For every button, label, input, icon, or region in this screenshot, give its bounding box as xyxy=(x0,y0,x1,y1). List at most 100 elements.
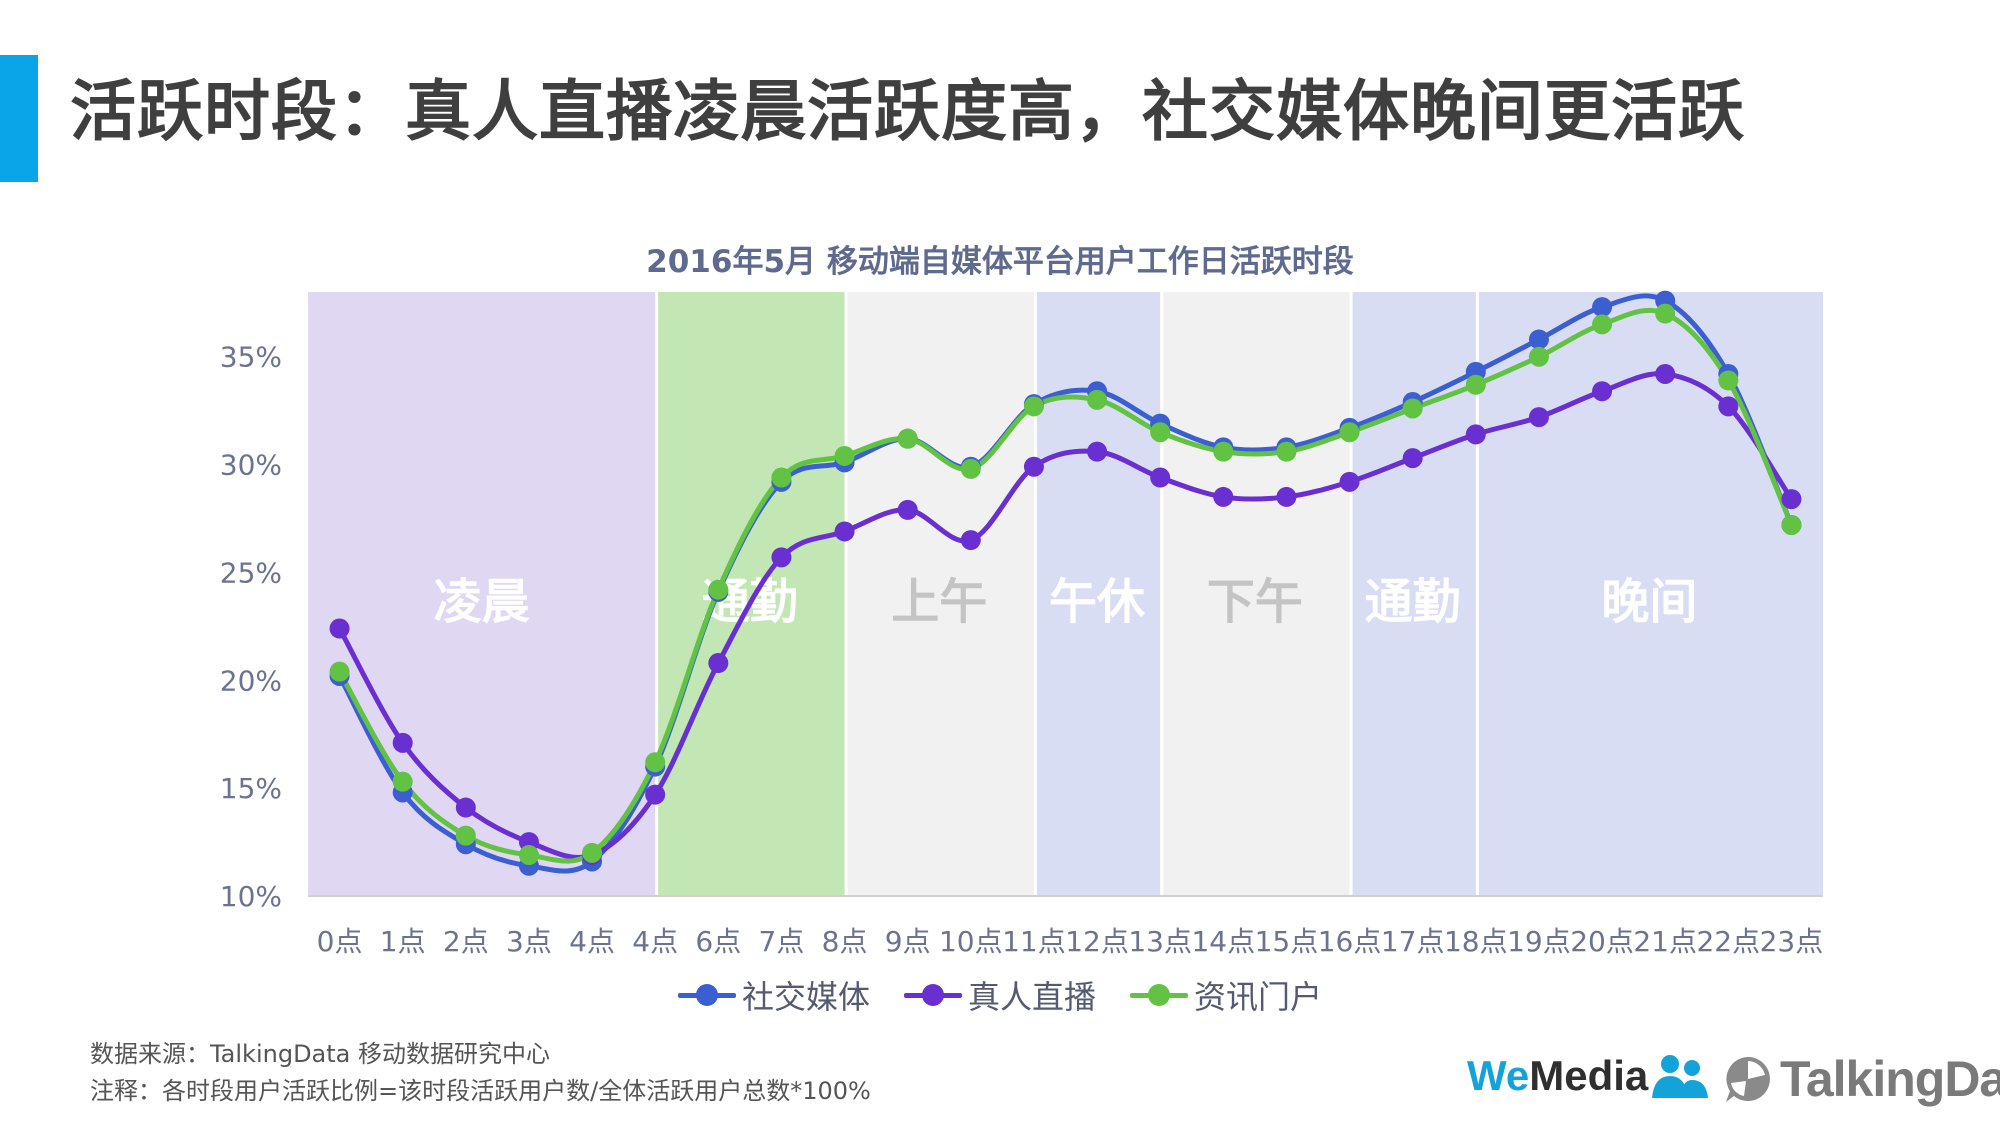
data-point-1 xyxy=(708,653,729,674)
data-point-2 xyxy=(1023,396,1044,417)
title-accent-bar xyxy=(0,55,38,182)
y-tick-label: 10% xyxy=(220,880,282,913)
data-point-2 xyxy=(960,458,981,479)
x-tick-label: 11点 xyxy=(1002,925,1066,958)
data-point-2 xyxy=(329,661,350,682)
data-point-2 xyxy=(1339,422,1360,443)
y-tick-label: 35% xyxy=(220,341,282,374)
y-tick-label: 25% xyxy=(220,556,282,589)
chart-legend: 社交媒体 真人直播 资讯门户 xyxy=(0,972,2000,1018)
y-tick-label: 30% xyxy=(220,449,282,482)
data-point-2 xyxy=(518,845,539,866)
data-point-1 xyxy=(1781,489,1802,510)
period-label: 凌晨 xyxy=(434,574,530,630)
data-point-1 xyxy=(1655,363,1676,384)
x-tick-label: 19点 xyxy=(1507,925,1571,958)
legend-swatch-news xyxy=(1130,982,1188,1008)
period-label: 下午 xyxy=(1207,574,1303,630)
data-point-2 xyxy=(1087,389,1108,410)
data-point-2 xyxy=(1528,346,1549,367)
data-point-2 xyxy=(1655,303,1676,324)
data-point-2 xyxy=(1213,441,1234,462)
data-point-2 xyxy=(1276,441,1297,462)
x-tick-label: 13点 xyxy=(1128,925,1192,958)
period-label: 晚间 xyxy=(1601,574,1697,630)
data-point-2 xyxy=(1465,374,1486,395)
legend-item-social: 社交媒体 xyxy=(677,972,870,1018)
data-point-2 xyxy=(1718,370,1739,391)
data-point-2 xyxy=(771,467,792,488)
legend-swatch-live xyxy=(903,982,962,1008)
data-point-2 xyxy=(834,445,855,466)
data-point-1 xyxy=(1339,471,1360,492)
y-tick-label: 15% xyxy=(220,772,282,805)
data-point-1 xyxy=(834,521,855,542)
data-point-1 xyxy=(1465,424,1486,445)
data-point-1 xyxy=(897,499,918,520)
data-point-1 xyxy=(1087,441,1108,462)
x-tick-label: 1点 xyxy=(380,925,426,958)
x-tick-label: 8点 xyxy=(822,925,868,958)
x-tick-label: 12点 xyxy=(1065,925,1129,958)
x-tick-label: 22点 xyxy=(1696,925,1760,958)
legend-item-live: 真人直播 xyxy=(903,972,1096,1018)
data-point-1 xyxy=(1718,396,1739,417)
data-point-2 xyxy=(897,428,918,449)
data-point-0 xyxy=(1592,297,1613,318)
x-tick-label: 23点 xyxy=(1760,925,1824,958)
x-tick-label: 6点 xyxy=(695,925,741,958)
chat-bubble-pie-icon xyxy=(1726,1057,1770,1102)
people-icon xyxy=(1652,1055,1709,1098)
period-label: 上午 xyxy=(891,574,987,630)
data-point-1 xyxy=(960,530,981,551)
x-tick-label: 17点 xyxy=(1381,925,1445,958)
data-point-2 xyxy=(645,752,666,773)
x-tick-label: 21点 xyxy=(1633,925,1697,958)
page-title: 活跃时段：真人直播凌晨活跃度高，社交媒体晚间更活跃 xyxy=(70,73,1745,150)
y-tick-label: 20% xyxy=(220,664,282,697)
data-point-2 xyxy=(582,842,603,863)
data-point-1 xyxy=(1213,486,1234,507)
wemedia-logo: We Media xyxy=(1467,1052,1712,1100)
period-band xyxy=(658,292,845,896)
data-point-2 xyxy=(708,579,729,600)
data-point-2 xyxy=(1150,422,1171,443)
data-point-1 xyxy=(1276,486,1297,507)
data-point-1 xyxy=(455,797,476,818)
legend-item-news: 资讯门户 xyxy=(1130,972,1322,1018)
legend-label-live: 真人直播 xyxy=(967,978,1096,1016)
data-point-1 xyxy=(1528,407,1549,428)
talkingdata-logo: TalkingData xyxy=(1722,1050,2000,1108)
data-point-2 xyxy=(1781,514,1802,535)
data-point-0 xyxy=(1528,329,1549,350)
period-band xyxy=(1478,292,1823,896)
data-point-1 xyxy=(1592,381,1613,402)
period-band xyxy=(1163,292,1350,896)
x-tick-label: 4点 xyxy=(632,925,678,958)
x-tick-label: 9点 xyxy=(885,925,931,958)
data-point-2 xyxy=(455,825,476,846)
data-point-1 xyxy=(1402,448,1423,469)
x-tick-label: 16点 xyxy=(1318,925,1382,958)
source-note: 数据来源：TalkingData 移动数据研究中心 xyxy=(90,1040,551,1068)
x-tick-label: 7点 xyxy=(759,925,805,958)
legend-label-news: 资讯门户 xyxy=(1194,978,1323,1016)
x-tick-label: 18点 xyxy=(1444,925,1508,958)
data-point-1 xyxy=(392,732,413,753)
period-label: 午休 xyxy=(1049,574,1146,630)
data-point-1 xyxy=(771,547,792,568)
x-tick-label: 3点 xyxy=(506,925,552,958)
x-tick-label: 0点 xyxy=(317,925,363,958)
legend-swatch-social xyxy=(677,982,736,1008)
chart-title: 2016年5月 移动端自媒体平台用户工作日活跃时段 xyxy=(646,244,1354,280)
x-tick-label: 4点 xyxy=(569,925,615,958)
x-tick-label: 20点 xyxy=(1570,925,1634,958)
data-point-2 xyxy=(1402,398,1423,419)
data-point-1 xyxy=(1150,467,1171,488)
legend-label-social: 社交媒体 xyxy=(741,978,870,1016)
x-tick-label: 2点 xyxy=(443,925,489,958)
x-tick-label: 14点 xyxy=(1191,925,1255,958)
footnotes: 数据来源：TalkingData 移动数据研究中心 注释：各时段用户活跃比例=该… xyxy=(90,1036,871,1110)
x-tick-label: 10点 xyxy=(939,925,1003,958)
